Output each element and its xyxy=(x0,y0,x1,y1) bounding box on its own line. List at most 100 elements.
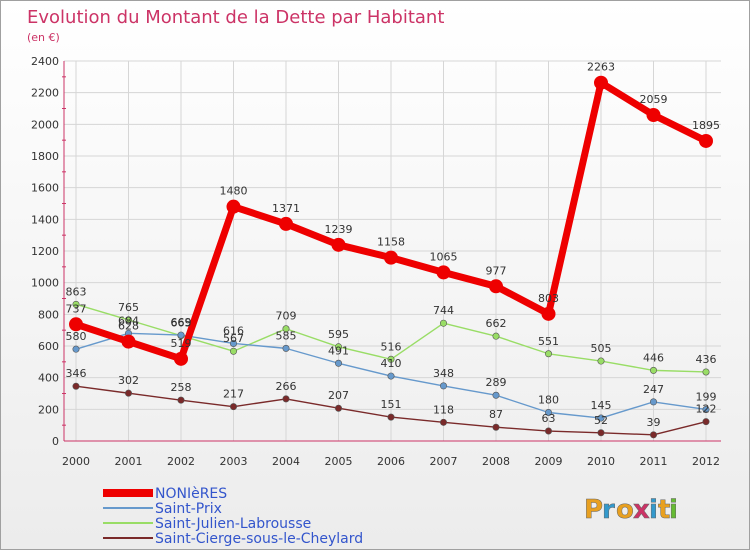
data-point xyxy=(439,382,447,390)
chart-title: Evolution du Montant de la Dette par Hab… xyxy=(27,7,444,28)
data-label: 410 xyxy=(381,357,402,370)
legend-label: Saint-Cierge-sous-le-Cheylard xyxy=(155,531,363,547)
data-point xyxy=(125,389,133,397)
y-tick-label: 1000 xyxy=(31,277,59,290)
data-point xyxy=(230,347,238,355)
data-label: 1158 xyxy=(377,236,405,249)
data-label: 2059 xyxy=(640,93,668,106)
data-point xyxy=(492,423,500,431)
x-tick-label: 2004 xyxy=(272,455,300,468)
data-label: 247 xyxy=(643,383,664,396)
data-point xyxy=(489,279,503,294)
data-label: 863 xyxy=(66,285,87,298)
data-point xyxy=(544,408,552,416)
data-label: 516 xyxy=(381,340,402,353)
x-tick-label: 2003 xyxy=(220,455,248,468)
data-label: 348 xyxy=(433,367,454,380)
data-label: 977 xyxy=(486,264,507,277)
logo-letter: r xyxy=(602,495,615,525)
data-label: 207 xyxy=(328,389,349,402)
axes: 0 200 400 600 800 1000 1200 1400 1600 1800 2000 220… xyxy=(31,55,721,468)
data-point xyxy=(279,216,293,231)
data-point xyxy=(597,357,605,365)
data-point xyxy=(387,413,395,421)
y-tick-label: 1800 xyxy=(31,150,59,163)
y-tick-label: 600 xyxy=(38,340,59,353)
data-point xyxy=(597,414,605,422)
data-point xyxy=(72,345,80,353)
x-tick-label: 2007 xyxy=(430,455,458,468)
data-label: 551 xyxy=(538,335,559,348)
logo-letter: P xyxy=(584,495,603,525)
y-tick-label: 2400 xyxy=(31,55,59,68)
data-point xyxy=(436,265,451,280)
data-label: 289 xyxy=(486,376,507,389)
data-label: 1480 xyxy=(220,185,248,198)
legend-label: Saint-Prix xyxy=(155,501,222,517)
data-point xyxy=(282,325,290,333)
data-label: 63 xyxy=(542,412,556,425)
data-label: 505 xyxy=(591,342,612,355)
data-point xyxy=(702,418,710,426)
data-label: 684 xyxy=(118,314,139,327)
x-tick-label: 2005 xyxy=(325,455,353,468)
data-point xyxy=(649,366,657,374)
data-label: 580 xyxy=(66,330,87,343)
x-tick-label: 2000 xyxy=(62,455,90,468)
x-tick-label: 2001 xyxy=(115,455,143,468)
y-tick-label: 200 xyxy=(38,403,59,416)
data-label: 346 xyxy=(66,367,87,380)
y-tick-label: 2200 xyxy=(31,87,59,100)
data-point xyxy=(541,306,556,321)
logo-letter: t xyxy=(658,495,670,525)
data-label: 665 xyxy=(171,317,192,330)
data-label: 1239 xyxy=(325,223,353,236)
data-point xyxy=(439,319,447,327)
data-point xyxy=(121,334,136,349)
data-label: 446 xyxy=(643,351,664,364)
data-label: 585 xyxy=(276,329,297,342)
legend-label: NONIèRES xyxy=(155,486,227,502)
data-point xyxy=(230,403,238,411)
data-point xyxy=(177,396,185,404)
x-tick-label: 2006 xyxy=(377,455,405,468)
data-label: 258 xyxy=(171,381,192,394)
data-point xyxy=(177,331,185,339)
data-point xyxy=(702,405,710,413)
data-point xyxy=(174,351,188,366)
x-tick-label: 2008 xyxy=(482,455,510,468)
data-label: 436 xyxy=(696,353,717,366)
data-point xyxy=(492,332,500,340)
x-tick-label: 2010 xyxy=(587,455,615,468)
data-point xyxy=(72,382,80,390)
data-label: 199 xyxy=(696,390,717,403)
data-point xyxy=(387,355,395,363)
data-point xyxy=(282,344,290,352)
data-point xyxy=(230,339,238,347)
x-tick-label: 2009 xyxy=(535,455,563,468)
data-label: 1895 xyxy=(692,119,720,132)
y-tick-label: 0 xyxy=(52,435,59,448)
data-point xyxy=(387,372,395,380)
legend-label: Saint-Julien-Labrousse xyxy=(155,516,311,532)
data-point xyxy=(492,391,500,399)
data-point xyxy=(72,300,80,308)
x-tick-label: 2002 xyxy=(167,455,195,468)
logo-letter: x xyxy=(633,495,650,525)
data-point xyxy=(334,359,342,367)
grid-lines xyxy=(64,60,721,442)
y-tick-label: 1600 xyxy=(31,182,59,195)
data-point xyxy=(649,398,657,406)
data-label: 491 xyxy=(328,344,349,357)
data-point xyxy=(597,429,605,437)
series-lines xyxy=(69,75,713,439)
data-label: 567 xyxy=(223,332,244,345)
data-point xyxy=(334,343,342,351)
data-label: 595 xyxy=(328,328,349,341)
data-label: 266 xyxy=(276,380,297,393)
data-label: 765 xyxy=(118,301,139,314)
x-tick-label: 2012 xyxy=(692,455,720,468)
data-point xyxy=(594,75,608,90)
